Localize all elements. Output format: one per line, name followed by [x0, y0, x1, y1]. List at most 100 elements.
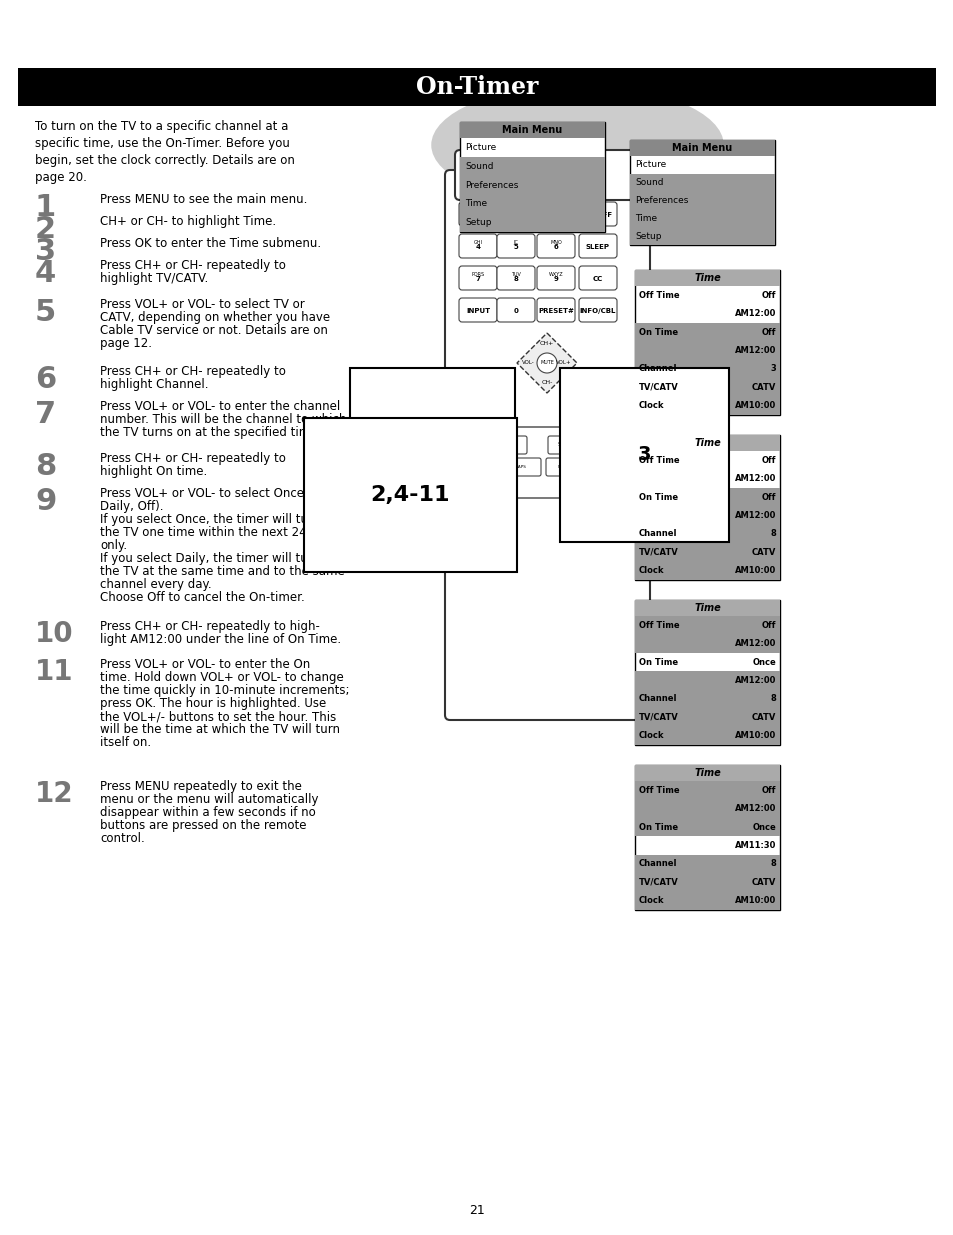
Text: 6: 6: [35, 366, 56, 394]
Bar: [629, 174, 774, 191]
Text: Channel: Channel: [639, 530, 677, 538]
Text: 9: 9: [553, 275, 558, 282]
Bar: [635, 689, 780, 708]
Bar: [459, 122, 604, 138]
Text: 1: 1: [35, 193, 56, 222]
Text: Once: Once: [752, 657, 775, 667]
FancyBboxPatch shape: [455, 427, 639, 498]
Text: press OK. The hour is highlighted. Use: press OK. The hour is highlighted. Use: [100, 697, 326, 710]
Text: Off: Off: [760, 493, 775, 501]
FancyBboxPatch shape: [457, 458, 497, 475]
Text: number. This will be the channel to which: number. This will be the channel to whic…: [100, 412, 346, 426]
Bar: [635, 341, 780, 359]
Text: menu or the menu will automatically: menu or the menu will automatically: [100, 793, 318, 806]
Text: Press VOL+ or VOL- to select Once (or: Press VOL+ or VOL- to select Once (or: [100, 487, 324, 500]
Text: On Time: On Time: [639, 823, 678, 831]
FancyBboxPatch shape: [458, 233, 497, 258]
FancyBboxPatch shape: [458, 266, 497, 290]
Text: AM10:00: AM10:00: [734, 567, 775, 576]
Text: TV/CATV: TV/CATV: [639, 878, 678, 887]
Text: CATV: CATV: [751, 713, 775, 721]
Text: AM12:00: AM12:00: [734, 309, 775, 319]
Text: the TV turns on at the specified time.: the TV turns on at the specified time.: [100, 426, 321, 438]
Text: NOTEPAD: NOTEPAD: [467, 466, 486, 469]
Bar: [635, 562, 780, 580]
Text: 8: 8: [769, 694, 775, 704]
Bar: [635, 764, 780, 781]
Text: SLEEP: SLEEP: [585, 245, 609, 249]
Text: highlight TV/CATV.: highlight TV/CATV.: [100, 272, 208, 285]
Text: 2,4-11: 2,4-11: [370, 485, 450, 505]
Text: 8: 8: [35, 452, 56, 480]
FancyBboxPatch shape: [547, 436, 586, 454]
Text: CC: CC: [592, 275, 602, 282]
Bar: [635, 873, 780, 892]
Text: 5: 5: [35, 298, 56, 327]
Text: TUV: TUV: [511, 272, 520, 277]
Text: 8: 8: [513, 275, 517, 282]
Text: AM12:00: AM12:00: [734, 676, 775, 685]
Text: Press OK to enter the Time submenu.: Press OK to enter the Time submenu.: [100, 237, 321, 249]
Text: buttons are pressed on the remote: buttons are pressed on the remote: [100, 819, 306, 832]
Bar: [459, 194, 604, 214]
Bar: [18, 68, 935, 106]
Text: 12: 12: [35, 781, 73, 808]
Text: only.: only.: [100, 538, 127, 552]
Text: 5: 5: [513, 245, 517, 249]
Text: Time: Time: [694, 603, 720, 613]
FancyBboxPatch shape: [537, 203, 575, 226]
Text: the TV one time within the next 24 hours: the TV one time within the next 24 hours: [100, 526, 343, 538]
Bar: [635, 708, 780, 726]
Text: Clock: Clock: [639, 731, 664, 740]
Text: 3: 3: [769, 364, 775, 373]
FancyBboxPatch shape: [537, 233, 575, 258]
Text: Time: Time: [694, 273, 720, 283]
FancyBboxPatch shape: [578, 266, 617, 290]
Text: Sound: Sound: [635, 178, 662, 188]
Text: the time quickly in 10-minute increments;: the time quickly in 10-minute increments…: [100, 684, 349, 697]
Text: Press MENU repeatedly to exit the: Press MENU repeatedly to exit the: [100, 781, 301, 793]
Bar: [635, 635, 780, 653]
Text: To turn on the TV to a specific channel at a
specific time, use the On-Timer. Be: To turn on the TV to a specific channel …: [35, 120, 294, 184]
Text: Off: Off: [760, 456, 775, 464]
FancyBboxPatch shape: [497, 266, 535, 290]
Circle shape: [537, 353, 557, 373]
Text: Clock: Clock: [639, 567, 664, 576]
Text: AM10:00: AM10:00: [734, 897, 775, 905]
Bar: [635, 359, 780, 378]
Bar: [629, 140, 774, 245]
Text: FAV: FAV: [617, 410, 626, 415]
Bar: [635, 435, 780, 451]
Text: Clock: Clock: [639, 401, 664, 410]
Text: 4: 4: [35, 259, 56, 288]
Text: 11: 11: [35, 658, 73, 685]
Text: Setup: Setup: [635, 232, 660, 241]
Text: itself on.: itself on.: [100, 736, 151, 748]
Text: 4: 4: [475, 245, 480, 249]
Bar: [635, 818, 780, 836]
FancyBboxPatch shape: [501, 458, 540, 475]
Text: Main Menu: Main Menu: [672, 143, 732, 153]
Text: PRESET#: PRESET#: [537, 308, 574, 314]
Bar: [635, 616, 780, 635]
Text: AM11:30: AM11:30: [734, 841, 775, 850]
Text: Off Time: Off Time: [639, 785, 679, 794]
Text: CH+ or CH- to highlight Time.: CH+ or CH- to highlight Time.: [100, 215, 275, 228]
Text: light AM12:00 under the line of On Time.: light AM12:00 under the line of On Time.: [100, 634, 341, 646]
Bar: [459, 214, 604, 232]
Text: +,-: +,-: [474, 207, 481, 212]
Text: channel every day.: channel every day.: [100, 578, 212, 592]
Text: On Time: On Time: [639, 657, 678, 667]
Text: 3: 3: [35, 237, 56, 266]
Text: CALENDAR: CALENDAR: [598, 466, 619, 469]
Text: WXYZ: WXYZ: [548, 272, 562, 277]
Bar: [635, 322, 780, 341]
Text: VOL+: VOL+: [556, 361, 572, 366]
Text: Press VOL+ or VOL- to enter the channel: Press VOL+ or VOL- to enter the channel: [100, 400, 340, 412]
Text: Time: Time: [694, 768, 720, 778]
FancyBboxPatch shape: [578, 233, 617, 258]
FancyBboxPatch shape: [537, 298, 575, 322]
Text: Off Time: Off Time: [639, 456, 679, 464]
Text: Main Menu: Main Menu: [502, 125, 562, 135]
Bar: [629, 227, 774, 245]
